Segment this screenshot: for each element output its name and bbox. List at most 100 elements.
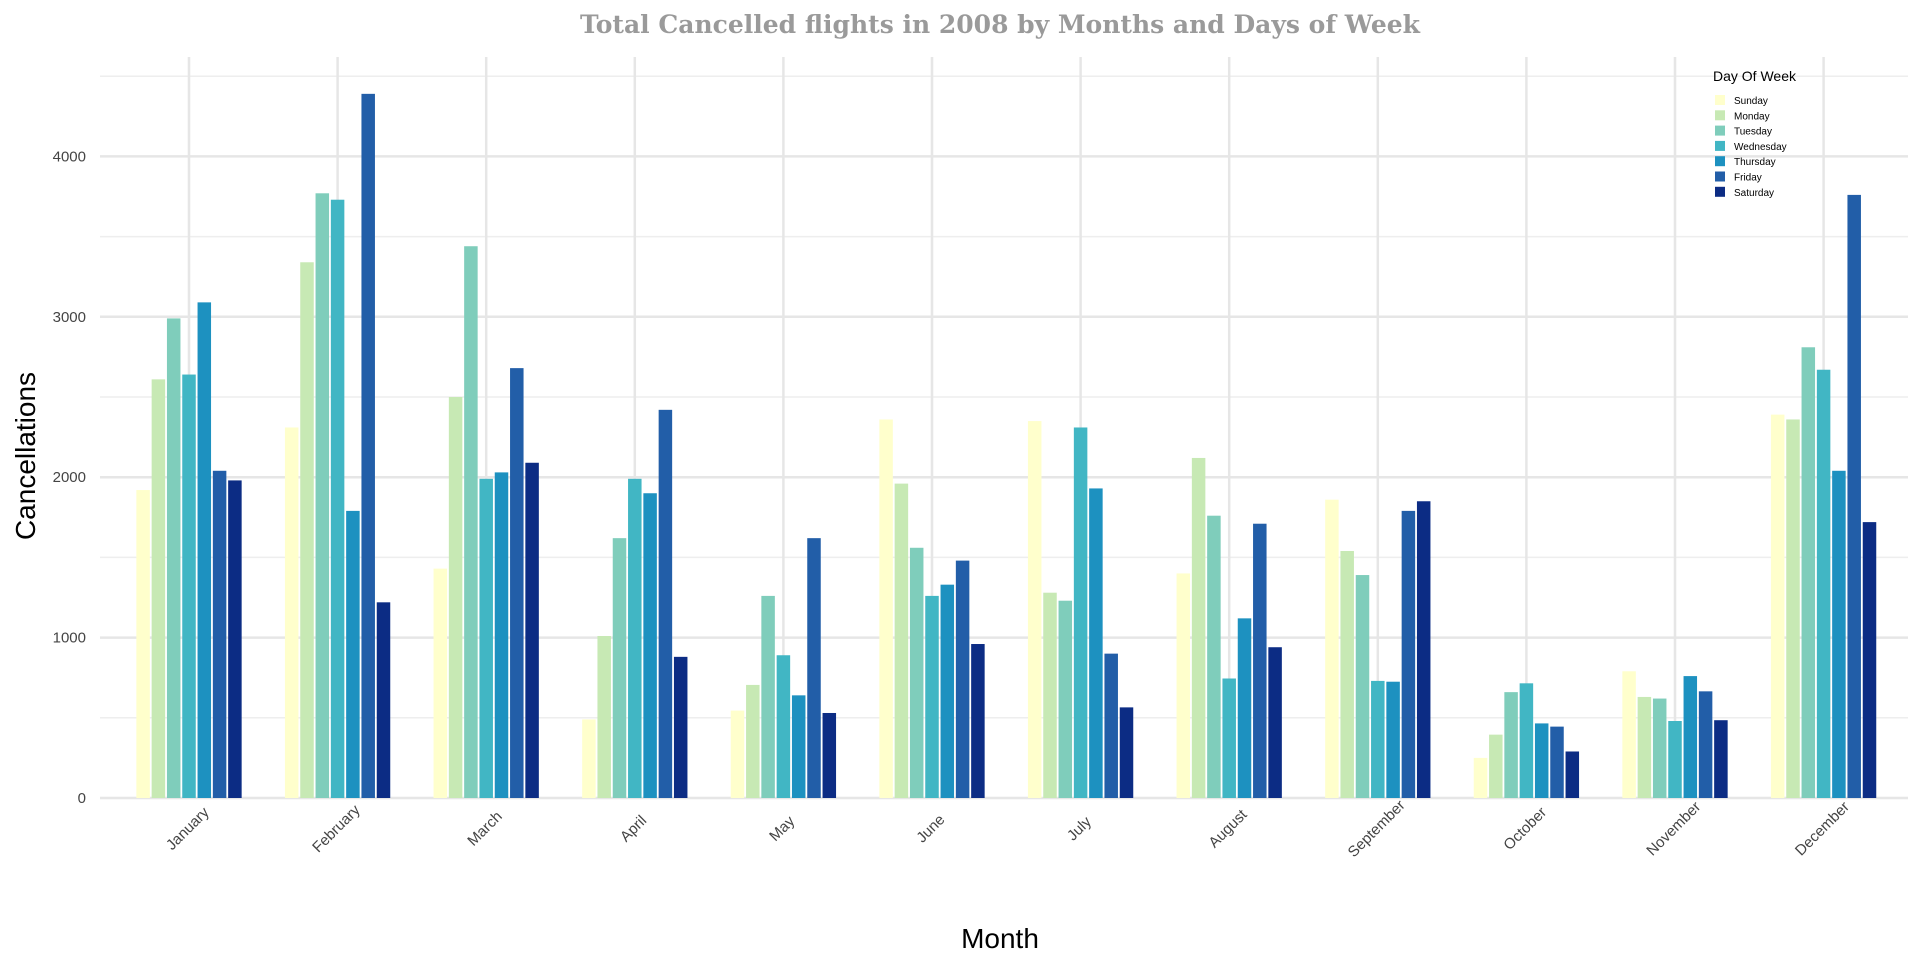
bar-saturday-february: [376, 602, 391, 798]
bar-sunday-september: [1325, 499, 1339, 798]
legend: Day Of Week Sunday Monday Tuesday Wednesday…: [1713, 68, 1797, 199]
legend-label-sunday: Sunday: [1734, 96, 1768, 107]
bar-monday-january: [151, 379, 166, 798]
chart-title: Total Cancelled flights in 2008 by Month…: [580, 10, 1421, 39]
y-axis-title: Cancellations: [10, 372, 41, 540]
bar-tuesday-october: [1504, 692, 1518, 798]
bar-wednesday-july: [1073, 427, 1088, 798]
bar-tuesday-march: [464, 246, 478, 798]
bar-sunday-october: [1473, 757, 1488, 798]
legend-swatch-tuesday: [1715, 125, 1725, 136]
y-tick-label: 2000: [53, 469, 86, 486]
bar-saturday-may: [822, 712, 837, 798]
bar-monday-december: [1786, 419, 1800, 798]
x-tick-label: July: [1064, 813, 1095, 844]
bar-sunday-march: [433, 568, 448, 798]
bars: [136, 93, 1877, 799]
legend-title: Day Of Week: [1713, 68, 1797, 84]
x-axis-title: Month: [961, 923, 1039, 954]
bar-friday-april: [658, 409, 673, 798]
bar-friday-september: [1401, 510, 1416, 798]
bar-monday-july: [1043, 592, 1057, 798]
x-tick-label: May: [766, 812, 798, 844]
bar-friday-january: [212, 470, 227, 798]
y-tick-label: 0: [78, 790, 86, 807]
bar-tuesday-july: [1058, 600, 1073, 798]
bar-wednesday-june: [925, 595, 939, 798]
x-tick-label: March: [464, 808, 505, 849]
bar-sunday-january: [136, 490, 150, 798]
legend-label-saturday: Saturday: [1734, 188, 1774, 199]
bar-tuesday-may: [761, 595, 775, 798]
bar-thursday-april: [643, 493, 657, 798]
bar-saturday-september: [1416, 501, 1431, 798]
y-axis-ticks: 0 1000 2000 3000 4000: [53, 148, 86, 807]
bar-thursday-june: [940, 584, 955, 798]
bar-tuesday-september: [1355, 575, 1370, 798]
bar-wednesday-august: [1222, 678, 1236, 798]
x-tick-label: December: [1792, 798, 1853, 859]
x-tick-label: April: [617, 812, 650, 845]
bar-wednesday-september: [1371, 680, 1385, 798]
bar-saturday-april: [673, 656, 688, 798]
bar-tuesday-january: [166, 318, 181, 798]
legend-label-monday: Monday: [1734, 111, 1770, 122]
bar-thursday-january: [197, 302, 212, 798]
bar-friday-november: [1698, 691, 1713, 798]
bar-sunday-february: [284, 427, 299, 798]
bar-sunday-may: [730, 710, 745, 798]
bar-sunday-december: [1770, 414, 1785, 798]
y-tick-label: 4000: [53, 148, 86, 165]
bar-sunday-april: [582, 719, 596, 798]
x-tick-label: January: [163, 804, 213, 854]
bar-wednesday-january: [182, 374, 196, 798]
bar-monday-september: [1340, 550, 1354, 798]
bar-wednesday-february: [330, 199, 345, 798]
bar-thursday-december: [1832, 470, 1846, 798]
bar-thursday-september: [1386, 681, 1400, 798]
bar-wednesday-march: [479, 478, 493, 798]
bar-monday-october: [1489, 734, 1503, 798]
bar-tuesday-august: [1207, 515, 1221, 798]
bar-wednesday-december: [1816, 369, 1831, 798]
bar-friday-december: [1847, 194, 1861, 798]
legend-label-thursday: Thursday: [1734, 157, 1776, 168]
bar-sunday-june: [879, 419, 893, 798]
legend-swatch-thursday: [1715, 156, 1725, 167]
x-tick-label: August: [1205, 806, 1251, 852]
y-tick-label: 3000: [53, 309, 86, 326]
legend-items: Sunday Monday Tuesday Wednesday Thursday Frid…: [1715, 95, 1787, 199]
bar-friday-march: [510, 368, 524, 798]
bar-saturday-june: [971, 644, 985, 798]
x-tick-label: February: [309, 801, 364, 856]
bar-saturday-july: [1119, 707, 1134, 798]
bar-friday-august: [1253, 523, 1267, 798]
x-tick-label: October: [1500, 804, 1550, 854]
x-axis-ticks: January February March April May June July Augu…: [163, 797, 1853, 861]
legend-swatch-saturday: [1715, 186, 1725, 197]
bar-saturday-october: [1565, 751, 1580, 798]
bar-tuesday-june: [909, 547, 924, 798]
bar-friday-july: [1104, 653, 1118, 798]
legend-swatch-friday: [1715, 171, 1725, 182]
bar-saturday-november: [1714, 720, 1728, 798]
bar-sunday-august: [1176, 573, 1191, 798]
bar-friday-february: [361, 93, 375, 799]
bar-tuesday-december: [1801, 347, 1816, 798]
bar-monday-april: [597, 635, 611, 798]
x-tick-label: June: [913, 811, 948, 846]
bar-saturday-december: [1862, 522, 1877, 798]
legend-label-tuesday: Tuesday: [1734, 127, 1772, 138]
bar-friday-june: [955, 560, 970, 798]
bar-thursday-march: [494, 472, 509, 798]
bar-monday-august: [1191, 457, 1206, 798]
x-tick-label: November: [1643, 798, 1704, 859]
bar-monday-march: [448, 397, 463, 798]
bar-thursday-july: [1089, 488, 1103, 798]
bar-tuesday-april: [612, 538, 627, 798]
bar-wednesday-april: [628, 478, 642, 798]
bar-saturday-january: [228, 480, 242, 798]
bar-thursday-august: [1237, 618, 1252, 798]
bar-wednesday-november: [1668, 721, 1682, 798]
